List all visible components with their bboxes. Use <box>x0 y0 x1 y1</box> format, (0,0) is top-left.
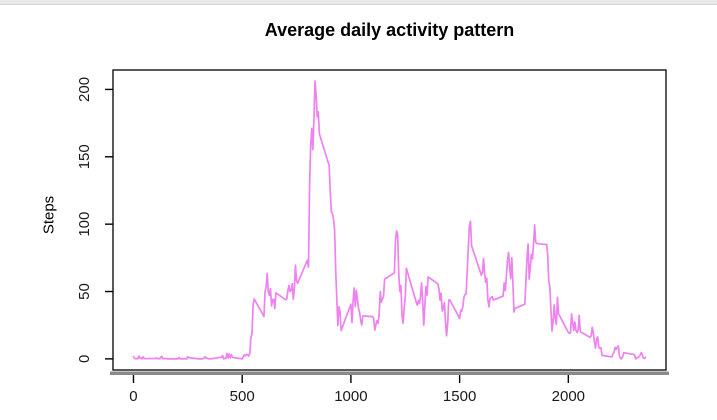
activity-line-series <box>132 80 647 360</box>
x-tick-label: 1000 <box>334 388 367 405</box>
x-tick-label: 500 <box>230 388 255 405</box>
x-tick-label: 0 <box>129 388 137 405</box>
chart-title: Average daily activity pattern <box>264 20 515 40</box>
y-tick-label: 50 <box>76 283 93 300</box>
x-tick-label: 2000 <box>552 388 585 405</box>
plot-box <box>112 69 667 371</box>
x-tick-label: 1500 <box>443 388 476 405</box>
y-tick-label: 100 <box>76 212 93 237</box>
window-top-strip <box>0 0 717 5</box>
x-axis-bar <box>110 371 669 375</box>
y-tick-label: 200 <box>76 77 93 102</box>
y-tick-label: 150 <box>76 144 93 169</box>
y-tick-label: 0 <box>76 355 93 363</box>
